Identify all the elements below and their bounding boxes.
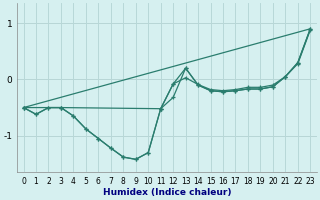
X-axis label: Humidex (Indice chaleur): Humidex (Indice chaleur) bbox=[103, 188, 231, 197]
